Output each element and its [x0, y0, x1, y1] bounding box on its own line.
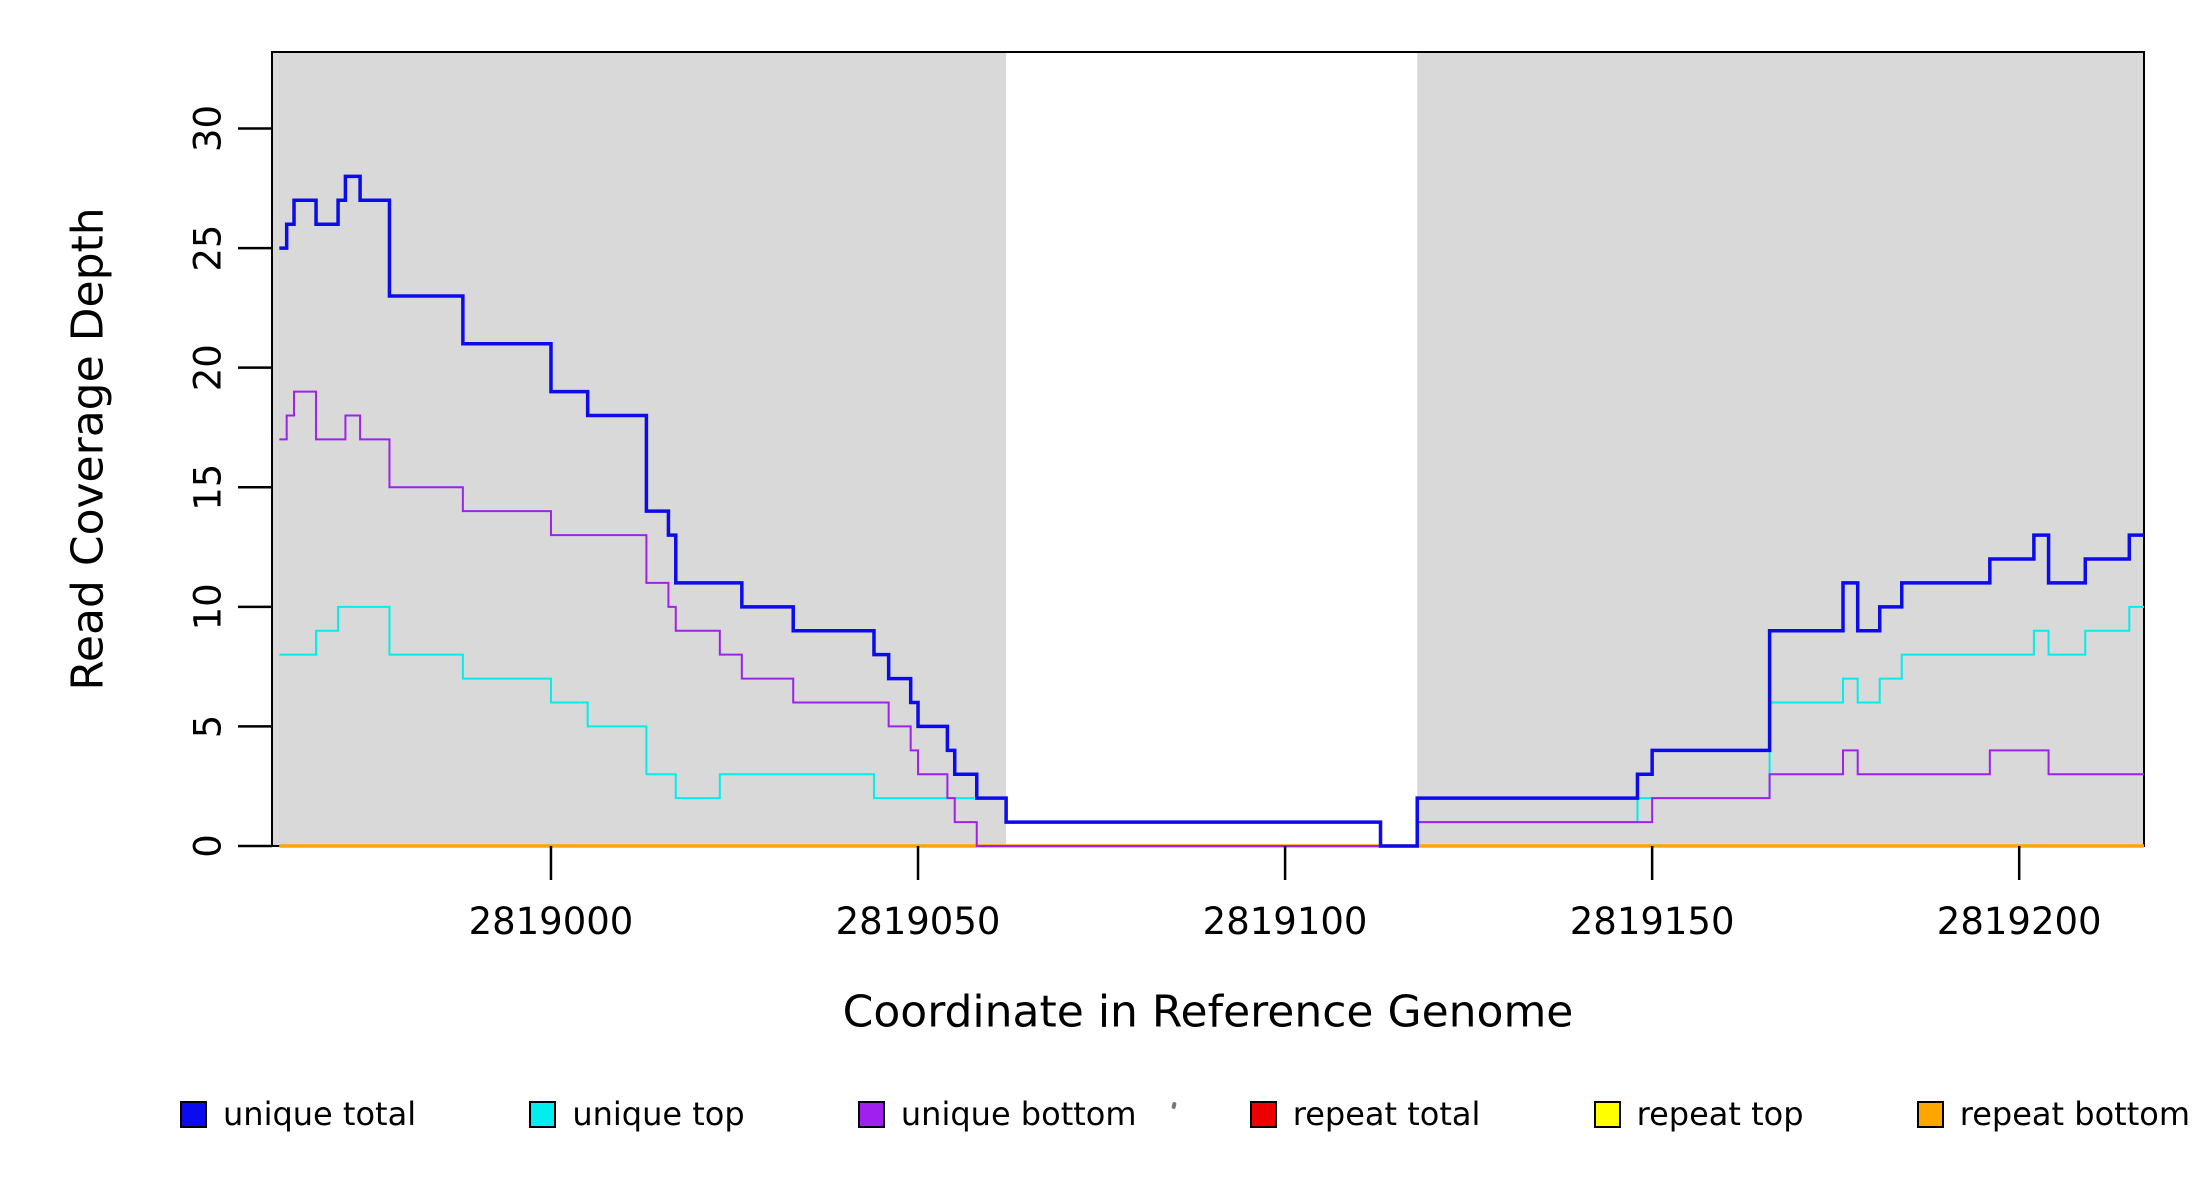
unique-top-swatch-icon — [529, 1100, 557, 1128]
unique-bottom-swatch-icon — [857, 1100, 885, 1128]
repeat-bottom-swatch-icon — [1916, 1100, 1944, 1128]
legend-item-repeat-bottom: repeat bottom — [1916, 1095, 2190, 1133]
y-tick-label: 30 — [187, 105, 230, 152]
y-tick-label: 5 — [187, 715, 230, 739]
y-tick-label: 20 — [187, 344, 230, 391]
legend-label: repeat bottom — [1959, 1095, 2190, 1133]
repeat-total-swatch-icon — [1249, 1100, 1277, 1128]
x-tick-label: 2819100 — [1203, 900, 1368, 943]
legend-item-unique-bottom: unique bottom — [857, 1095, 1137, 1133]
legend-label: repeat total — [1292, 1095, 1481, 1133]
series-line-unique-bottom — [279, 390, 2144, 847]
y-tick-label: 10 — [187, 583, 230, 630]
unique-total-swatch-icon — [180, 1100, 207, 1128]
legend-label: unique bottom — [900, 1095, 1137, 1133]
legend: unique total unique top unique bottom re… — [180, 1090, 2190, 1138]
legend-item-repeat-top: repeat top — [1593, 1095, 1804, 1133]
y-tick-label: 25 — [187, 225, 230, 272]
y-axis-title: Read Coverage Depth — [62, 207, 114, 691]
legend-item-unique-total: unique total — [180, 1098, 416, 1130]
shaded-region-1 — [272, 52, 1007, 846]
y-tick-label: 15 — [187, 464, 230, 511]
legend-item-repeat-total: repeat total — [1249, 1095, 1481, 1133]
x-axis-title: Coordinate in Reference Genome — [842, 986, 1574, 1038]
x-tick-label: 2819050 — [836, 900, 1001, 943]
legend-item-unique-top: unique top — [529, 1095, 745, 1133]
legend-label: unique total — [223, 1095, 417, 1133]
series-line-unique-total — [279, 174, 2144, 848]
repeat-top-swatch-icon — [1593, 1100, 1621, 1128]
legend-label: repeat top — [1636, 1095, 1804, 1133]
x-tick-label: 2819150 — [1570, 900, 1735, 943]
legend-label: unique top — [572, 1095, 745, 1133]
y-tick-label: 0 — [187, 834, 230, 858]
shaded-region-2 — [1417, 52, 2144, 846]
x-tick-label: 2819200 — [1937, 900, 2102, 943]
x-tick-label: 2819000 — [469, 900, 634, 943]
